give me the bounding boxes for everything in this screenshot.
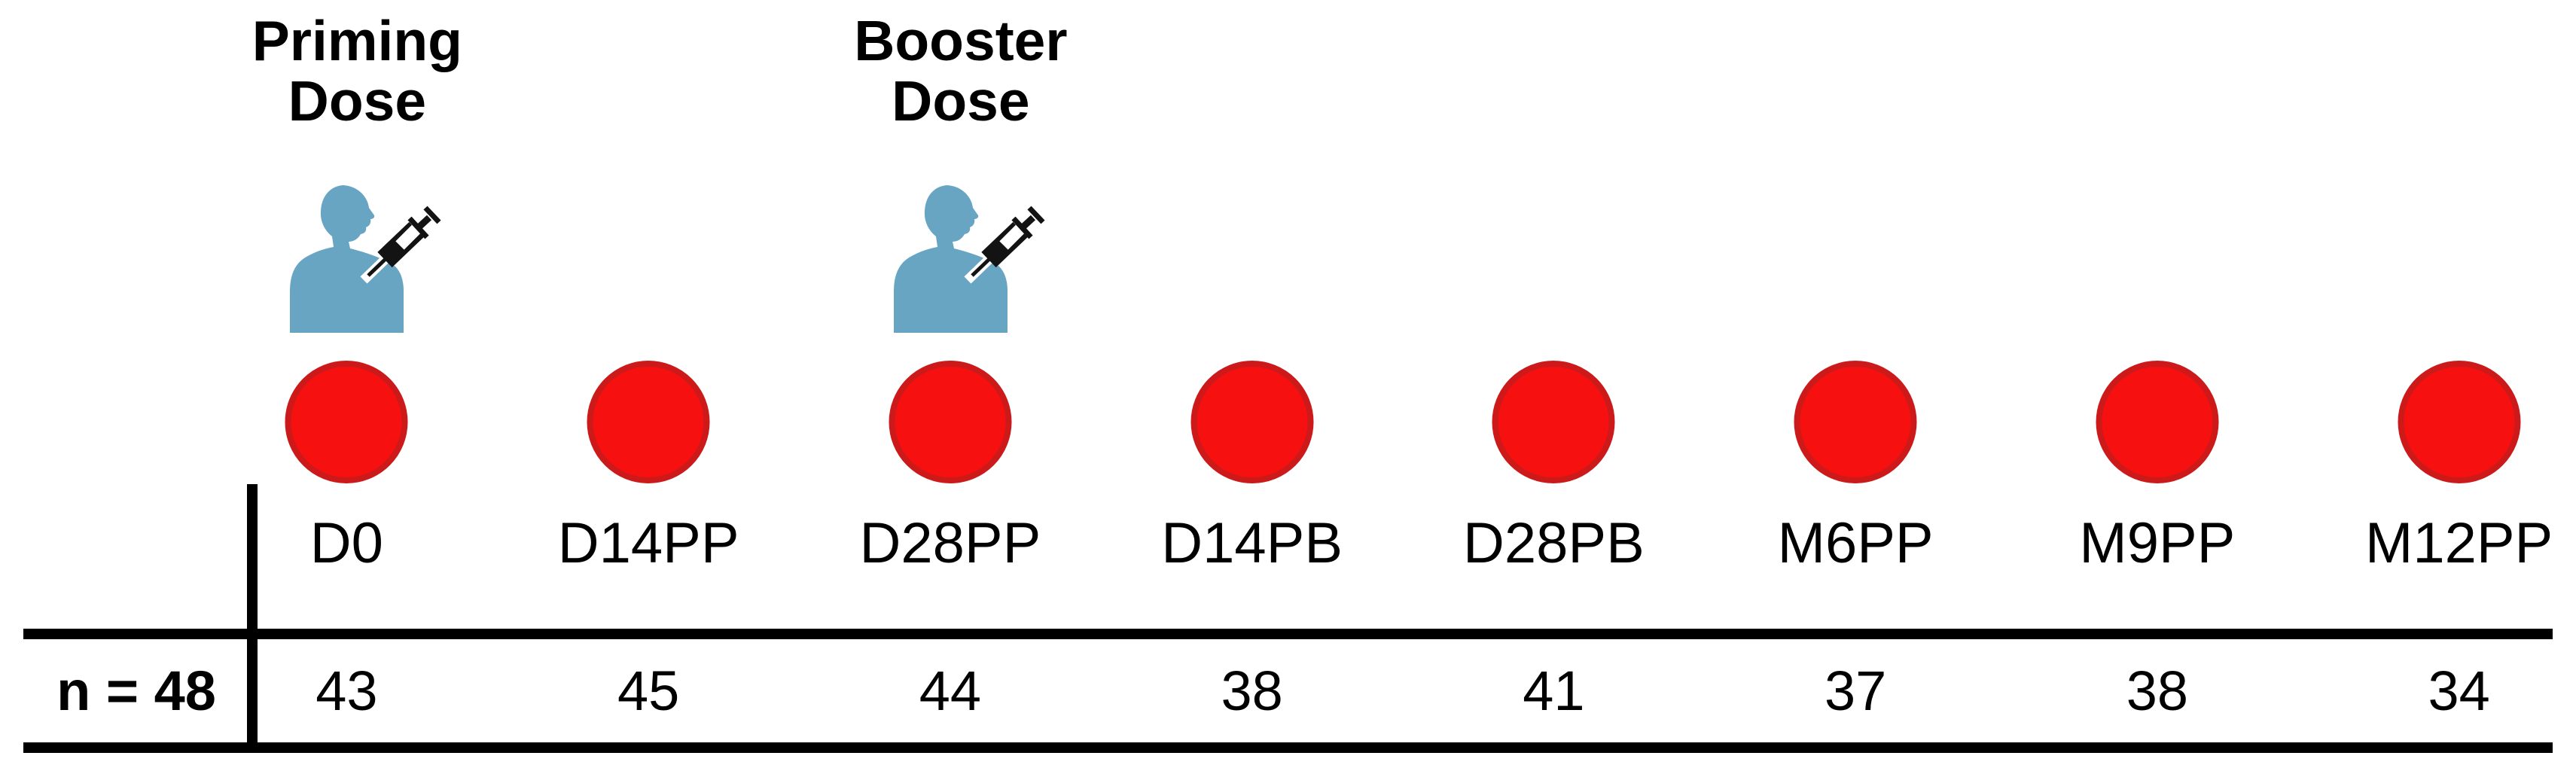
person-silhouette [290, 185, 404, 333]
sample-count: 44 [919, 660, 982, 722]
sample-size-counts-row: 43 45 44 38 41 37 38 34 [196, 639, 2576, 742]
timepoint-label: D0 [309, 511, 383, 575]
syringe-icon [964, 206, 1045, 284]
syringe-icon [360, 206, 441, 284]
timepoint-label: D28PB [1462, 511, 1645, 575]
timepoint-label: M9PP [2079, 511, 2236, 575]
timepoint-marker [2398, 361, 2521, 483]
timepoint-column-m9pp: M9PP [2007, 0, 2309, 774]
sample-count: 38 [2126, 660, 2189, 722]
sample-count: 43 [316, 660, 378, 722]
timeline-row: Priming Dose D0 D14PP Booste [196, 0, 2576, 774]
timepoint-column-m12pp: M12PP [2308, 0, 2576, 774]
sample-count: 34 [2428, 660, 2490, 722]
timepoint-label: M6PP [1777, 511, 1934, 575]
timepoint-column-d0: Priming Dose D0 [196, 0, 498, 774]
timepoint-marker [1190, 361, 1314, 483]
person-with-syringe-icon [290, 185, 441, 333]
sample-size-table: n = 48 43 45 44 38 41 37 38 34 [23, 629, 2553, 753]
sample-count: 41 [1523, 660, 1585, 722]
booster-dose-label: Booster Dose [854, 9, 1068, 133]
sample-count: 38 [1221, 660, 1283, 722]
timepoint-column-m6pp: M6PP [1705, 0, 2007, 774]
timepoint-marker [1794, 361, 1917, 483]
timepoint-label: D14PB [1161, 511, 1343, 575]
person-with-syringe-icon [893, 185, 1045, 333]
timepoint-label: M12PP [2365, 511, 2553, 575]
sample-count: 45 [617, 660, 680, 722]
timepoint-marker [587, 361, 710, 483]
timepoint-column-d28pp: Booster Dose D28PP [800, 0, 1102, 774]
priming-dose-label: Priming Dose [252, 9, 462, 133]
timepoint-marker [1492, 361, 1615, 483]
timepoint-column-d28pb: D28PB [1403, 0, 1705, 774]
timepoint-label: D28PP [859, 511, 1041, 575]
sample-count: 37 [1824, 660, 1887, 722]
timepoint-label: D14PP [557, 511, 739, 575]
timepoint-marker [889, 361, 1012, 483]
timepoint-marker [285, 361, 408, 483]
sample-size-row-header: n = 48 [56, 660, 216, 722]
axis-vertical-line [247, 484, 258, 753]
person-silhouette [893, 185, 1008, 333]
timepoint-column-d14pb: D14PB [1101, 0, 1403, 774]
timepoint-marker [2096, 361, 2219, 483]
timepoint-column-d14pp: D14PP [498, 0, 800, 774]
